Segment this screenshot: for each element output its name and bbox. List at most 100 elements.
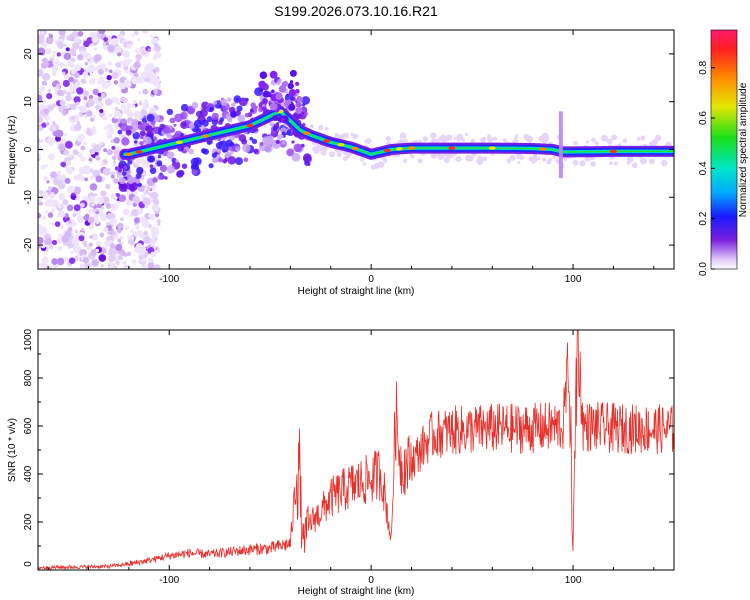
noise-speckle <box>111 116 119 124</box>
noise-speckle <box>40 261 46 268</box>
spectral-blob <box>169 117 176 124</box>
noise-speckle <box>107 213 113 219</box>
noise-speckle <box>105 183 111 189</box>
spectral-blob <box>136 166 144 174</box>
spectral-blob <box>291 140 295 144</box>
noise-speckle <box>67 60 75 68</box>
spectral-blob <box>219 117 225 123</box>
noise-speckle <box>51 239 58 246</box>
peak-blob <box>269 70 278 79</box>
noise-speckle <box>39 85 46 92</box>
noise-speckle <box>124 81 132 88</box>
halo-speckle <box>441 135 449 143</box>
noise-speckle <box>82 52 90 59</box>
spectral-blob <box>163 126 171 134</box>
noise-speckle <box>46 180 50 184</box>
halo-speckle <box>470 138 475 144</box>
noise-speckle <box>142 220 150 228</box>
spectral-blob <box>277 78 282 83</box>
halo-speckle <box>613 161 618 166</box>
x-tick-label: -100 <box>159 575 179 586</box>
halo-speckle <box>385 136 391 142</box>
halo-speckle <box>417 158 423 164</box>
peak-blob <box>261 106 267 112</box>
noise-speckle <box>90 175 94 180</box>
noise-speckle <box>69 84 77 93</box>
spectrogram-y-label: Frequency (Hz) <box>7 116 18 185</box>
colorbar-tick-label: 0.0 <box>698 262 709 276</box>
noise-speckle <box>86 129 93 136</box>
noise-speckle <box>120 104 126 110</box>
noise-speckle <box>56 41 64 48</box>
noise-speckle <box>135 53 142 61</box>
noise-speckle <box>51 258 58 265</box>
noise-speckle <box>63 52 72 61</box>
noise-speckle <box>80 156 86 162</box>
halo-speckle <box>517 161 521 164</box>
peak-blob <box>278 85 287 93</box>
noise-speckle <box>85 66 92 73</box>
noise-speckle <box>66 167 74 175</box>
noise-speckle <box>117 222 124 229</box>
y-tick-label: 800 <box>23 369 34 386</box>
spectral-blob <box>218 105 222 109</box>
spectral-blob <box>152 177 158 183</box>
halo-speckle <box>359 157 365 162</box>
noise-speckle <box>112 160 117 164</box>
noise-speckle <box>97 96 103 102</box>
halo-speckle <box>320 150 327 156</box>
halo-speckle <box>318 124 324 131</box>
noise-speckle <box>138 101 143 106</box>
noise-speckle <box>64 133 68 137</box>
noise-speckle <box>73 186 81 195</box>
spectral-blob <box>243 157 249 162</box>
halo-speckle <box>324 126 329 131</box>
noise-speckle <box>120 250 127 256</box>
noise-speckle <box>66 35 72 41</box>
spectral-blob <box>156 160 163 167</box>
noise-speckle <box>150 34 154 38</box>
noise-speckle <box>130 229 134 233</box>
noise-speckle <box>131 208 139 217</box>
noise-speckle <box>102 115 108 121</box>
noise-speckle <box>52 59 60 67</box>
noise-speckle <box>41 80 48 86</box>
halo-speckle <box>502 138 507 142</box>
spectral-blob <box>227 117 233 123</box>
spectral-blob <box>206 116 213 123</box>
noise-speckle <box>109 217 118 225</box>
halo-speckle <box>579 160 586 167</box>
noise-speckle <box>157 222 161 227</box>
peak-blob <box>259 71 268 79</box>
noise-speckle <box>62 71 66 75</box>
spectral-blob <box>199 108 208 117</box>
noise-speckle <box>111 174 115 179</box>
noise-speckle <box>83 215 89 221</box>
peak-blob <box>275 92 283 100</box>
noise-speckle <box>89 71 93 76</box>
peak-blob <box>262 90 270 98</box>
noise-speckle <box>48 186 52 191</box>
x-tick-label: -100 <box>159 274 179 285</box>
noise-speckle <box>138 90 142 95</box>
noise-speckle <box>148 257 154 264</box>
peak-blob <box>269 102 278 111</box>
y-tick-label: 400 <box>23 465 34 482</box>
hot-spot <box>175 140 183 145</box>
noise-speckle <box>117 255 124 261</box>
noise-speckle <box>131 259 137 264</box>
spectral-blob <box>180 133 184 137</box>
noise-speckle <box>74 229 79 234</box>
noise-speckle <box>89 235 93 239</box>
noise-speckle <box>113 115 118 119</box>
spectral-blob <box>132 131 141 140</box>
spectral-blob <box>174 113 183 123</box>
spectral-blob <box>117 129 123 135</box>
x-tick-label: 0 <box>368 274 374 285</box>
spectral-blob <box>134 140 138 144</box>
noise-speckle <box>98 76 105 83</box>
noise-speckle <box>94 218 100 224</box>
halo-speckle <box>312 146 317 152</box>
noise-speckle <box>45 116 50 120</box>
noise-speckle <box>116 33 123 40</box>
